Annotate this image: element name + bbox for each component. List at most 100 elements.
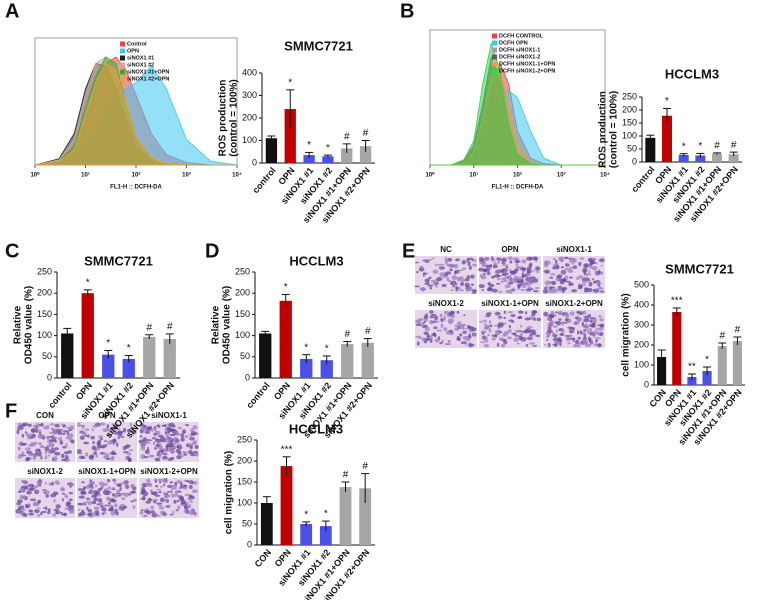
cell — [52, 491, 59, 496]
cell — [429, 338, 433, 343]
cell — [494, 273, 500, 278]
cell — [498, 316, 502, 320]
cell — [189, 437, 194, 439]
cell — [514, 268, 519, 272]
cell — [466, 275, 471, 279]
cell — [61, 492, 66, 495]
cell — [554, 311, 558, 314]
error-bar — [302, 354, 311, 364]
cell — [59, 512, 64, 514]
chart-title: HCCLM3 — [289, 253, 343, 268]
cell — [84, 428, 90, 431]
cell — [447, 257, 453, 262]
x-tick-label: control — [46, 380, 73, 410]
cell — [156, 488, 162, 491]
y-tick-label: 50 — [242, 518, 252, 528]
cell — [584, 287, 589, 291]
cell — [491, 288, 498, 293]
micrograph-label: OPN — [501, 245, 519, 254]
cell — [20, 454, 27, 457]
cell — [489, 324, 493, 328]
cell — [423, 314, 429, 319]
bar — [341, 148, 353, 163]
cell — [117, 430, 124, 433]
cell — [582, 340, 588, 345]
significance: # — [362, 461, 368, 472]
cell — [65, 495, 69, 499]
cell — [164, 505, 170, 508]
cell — [448, 279, 452, 283]
cell — [20, 424, 27, 427]
cell — [487, 282, 491, 286]
y-tick-label: 300 — [242, 90, 257, 100]
cell — [431, 333, 437, 336]
cell — [88, 498, 92, 500]
cell — [145, 510, 152, 515]
cell — [521, 272, 524, 277]
micrograph-cells — [77, 478, 138, 518]
bar — [645, 137, 656, 162]
cell — [565, 314, 569, 318]
cell — [110, 511, 116, 516]
cell — [165, 434, 169, 438]
cell — [593, 336, 596, 338]
cell — [65, 502, 71, 507]
cell — [92, 425, 98, 428]
legend-swatch — [120, 41, 125, 47]
cell — [118, 506, 123, 509]
cell — [560, 266, 565, 269]
cell — [114, 481, 117, 485]
cell — [596, 343, 602, 348]
error-bar — [145, 334, 154, 339]
y-tick-label: 0 — [632, 156, 637, 166]
error-bar — [696, 152, 705, 158]
cell — [519, 338, 523, 341]
cell — [47, 440, 49, 443]
cell — [143, 456, 149, 459]
cell — [532, 317, 537, 321]
cell — [180, 500, 187, 505]
error-bar — [646, 134, 655, 141]
cell — [68, 492, 74, 495]
cell — [572, 322, 580, 325]
cell — [103, 440, 108, 442]
cell — [104, 453, 110, 458]
cell — [581, 281, 587, 284]
cell — [597, 323, 600, 327]
cell — [535, 287, 540, 290]
cell — [117, 435, 120, 440]
cell — [543, 311, 549, 317]
cell — [123, 451, 129, 454]
cell — [461, 323, 467, 327]
cell — [431, 257, 435, 260]
cell — [180, 495, 184, 501]
cell — [500, 280, 504, 284]
cell — [116, 489, 121, 494]
y-tick-label: 250 — [622, 91, 637, 101]
y-tick-label: 200 — [634, 339, 649, 349]
cell — [444, 310, 449, 315]
chart-title: SMMC7721 — [284, 38, 353, 53]
cell — [23, 481, 27, 484]
cell — [457, 278, 461, 282]
cell — [30, 452, 34, 456]
cell — [106, 505, 113, 507]
cell — [125, 484, 130, 490]
cell — [165, 449, 169, 452]
cell — [599, 332, 604, 336]
cell — [472, 263, 477, 267]
cell — [422, 272, 425, 277]
cell — [79, 435, 85, 440]
cell — [517, 284, 521, 289]
cell — [576, 276, 580, 281]
cell — [64, 507, 71, 510]
legend-label: DCFH OPN — [499, 40, 528, 46]
cell — [578, 313, 584, 315]
x-tick-label: 10¹ — [469, 172, 478, 179]
cell — [579, 257, 585, 260]
cell — [187, 451, 190, 454]
cell — [508, 256, 513, 261]
cell — [47, 454, 51, 457]
cell — [112, 442, 115, 446]
cell — [185, 509, 190, 514]
